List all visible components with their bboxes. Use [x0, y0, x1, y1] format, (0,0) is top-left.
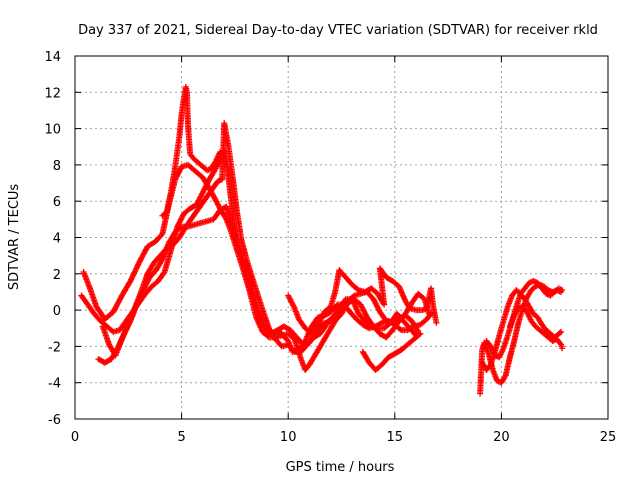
data-point: [558, 328, 565, 335]
series-track-3: [78, 147, 435, 355]
y-tick-label: 6: [53, 195, 61, 210]
x-tick-label: 5: [177, 430, 185, 445]
x-tick-label: 25: [600, 430, 617, 445]
series-track-7: [359, 330, 424, 373]
data-point: [416, 331, 423, 338]
series-track-4: [99, 120, 420, 359]
data-point: [218, 150, 225, 157]
y-tick-label: 2: [53, 268, 61, 283]
series-track-6: [285, 265, 440, 337]
y-tick-label: -6: [48, 413, 61, 428]
x-tick-label: 20: [493, 430, 510, 445]
data-point: [557, 329, 564, 336]
data-marks: [78, 83, 566, 397]
chart-title: Day 337 of 2021, Sidereal Day-to-day VTE…: [78, 23, 598, 38]
data-point: [290, 347, 297, 354]
y-tick-label: -4: [48, 377, 61, 392]
axis-ticks: 0 5 10 15 20 25 -6 -4 -2 0 2 4 6 8 10 12 14: [44, 50, 616, 445]
series-track-5: [159, 83, 226, 219]
y-tick-label: 8: [53, 159, 61, 174]
x-axis-label: GPS time / hours: [286, 460, 395, 475]
y-tick-label: 12: [44, 86, 61, 101]
data-point: [559, 345, 566, 352]
y-tick-label: -2: [48, 340, 61, 355]
y-tick-label: 14: [44, 50, 61, 65]
data-point: [333, 302, 340, 309]
data-point: [433, 319, 440, 326]
y-axis-label: SDTVAR / TECUs: [7, 184, 22, 291]
y-tick-label: 0: [53, 304, 61, 319]
series-track-11: [506, 303, 566, 352]
data-point: [264, 333, 271, 340]
data-point: [219, 151, 226, 158]
series-track-10: [483, 278, 566, 361]
y-tick-label: 10: [44, 123, 61, 138]
series-track-9: [479, 287, 565, 373]
x-tick-label: 15: [387, 430, 404, 445]
x-tick-label: 0: [71, 430, 79, 445]
x-tick-label: 10: [280, 430, 297, 445]
data-point: [559, 287, 566, 294]
y-tick-label: 4: [53, 232, 61, 247]
data-point: [417, 330, 424, 337]
data-point: [396, 325, 403, 332]
